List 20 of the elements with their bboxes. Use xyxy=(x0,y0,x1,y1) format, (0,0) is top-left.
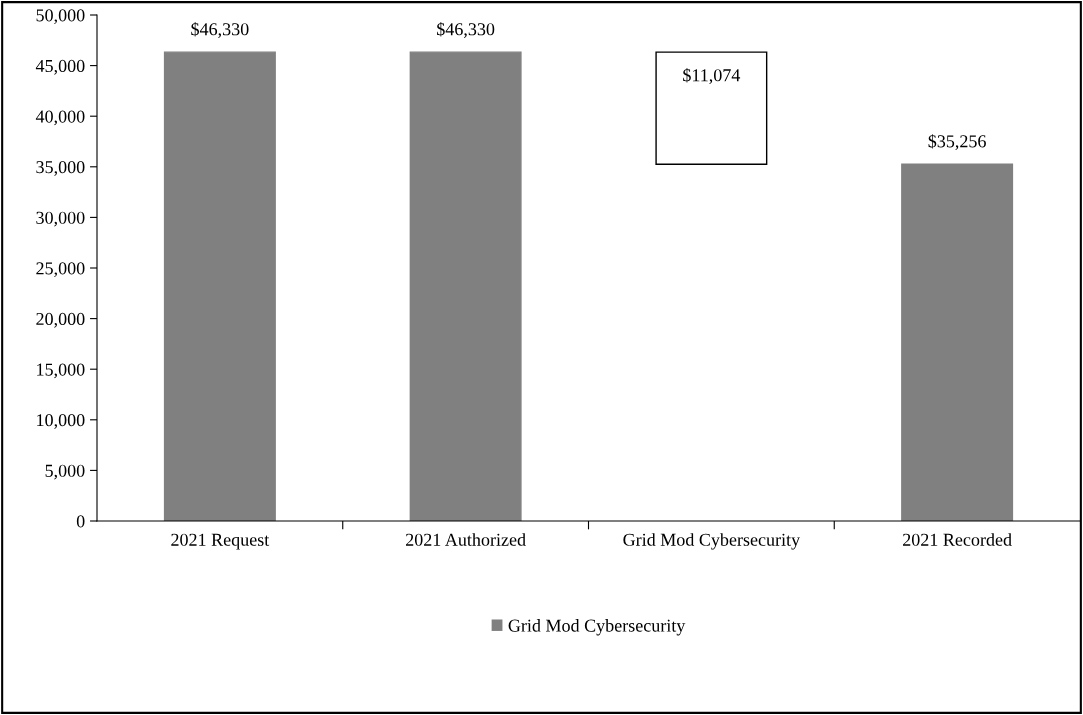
y-tick-label: 15,000 xyxy=(37,363,85,379)
data-label: $46,330 xyxy=(191,22,249,38)
x-tick-label: 2021 Recorded xyxy=(903,533,1012,546)
y-tick-label: 45,000 xyxy=(35,59,85,75)
data-label: $35,256 xyxy=(928,134,986,150)
legend-label: Grid Mod Cybersecurity xyxy=(508,619,686,636)
y-tick-label: 0 xyxy=(76,515,85,528)
y-tick-label: 30,000 xyxy=(36,211,85,227)
y-tick-label: 35,000 xyxy=(36,161,85,176)
y-tick-label: 40,000 xyxy=(35,110,85,126)
y-tick-label: 25,000 xyxy=(36,262,85,278)
x-tick-label: 2021 Authorized xyxy=(405,533,526,546)
x-tick-label: 2021 Request xyxy=(171,533,270,550)
y-tick-label: 10,000 xyxy=(37,414,85,429)
data-label: $11,074 xyxy=(683,68,741,84)
x-tick-label: Grid Mod Cybersecurity xyxy=(623,533,801,550)
data-label: $46,330 xyxy=(437,22,495,38)
y-tick-label: 20,000 xyxy=(36,312,85,328)
y-tick-label: 5,000 xyxy=(45,464,85,480)
y-tick-label: 50,000 xyxy=(36,9,85,25)
